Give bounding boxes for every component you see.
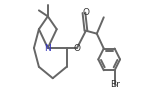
Text: Br: Br (110, 80, 119, 89)
Text: N: N (44, 44, 51, 52)
Text: O: O (73, 44, 80, 52)
Text: O: O (83, 8, 90, 17)
